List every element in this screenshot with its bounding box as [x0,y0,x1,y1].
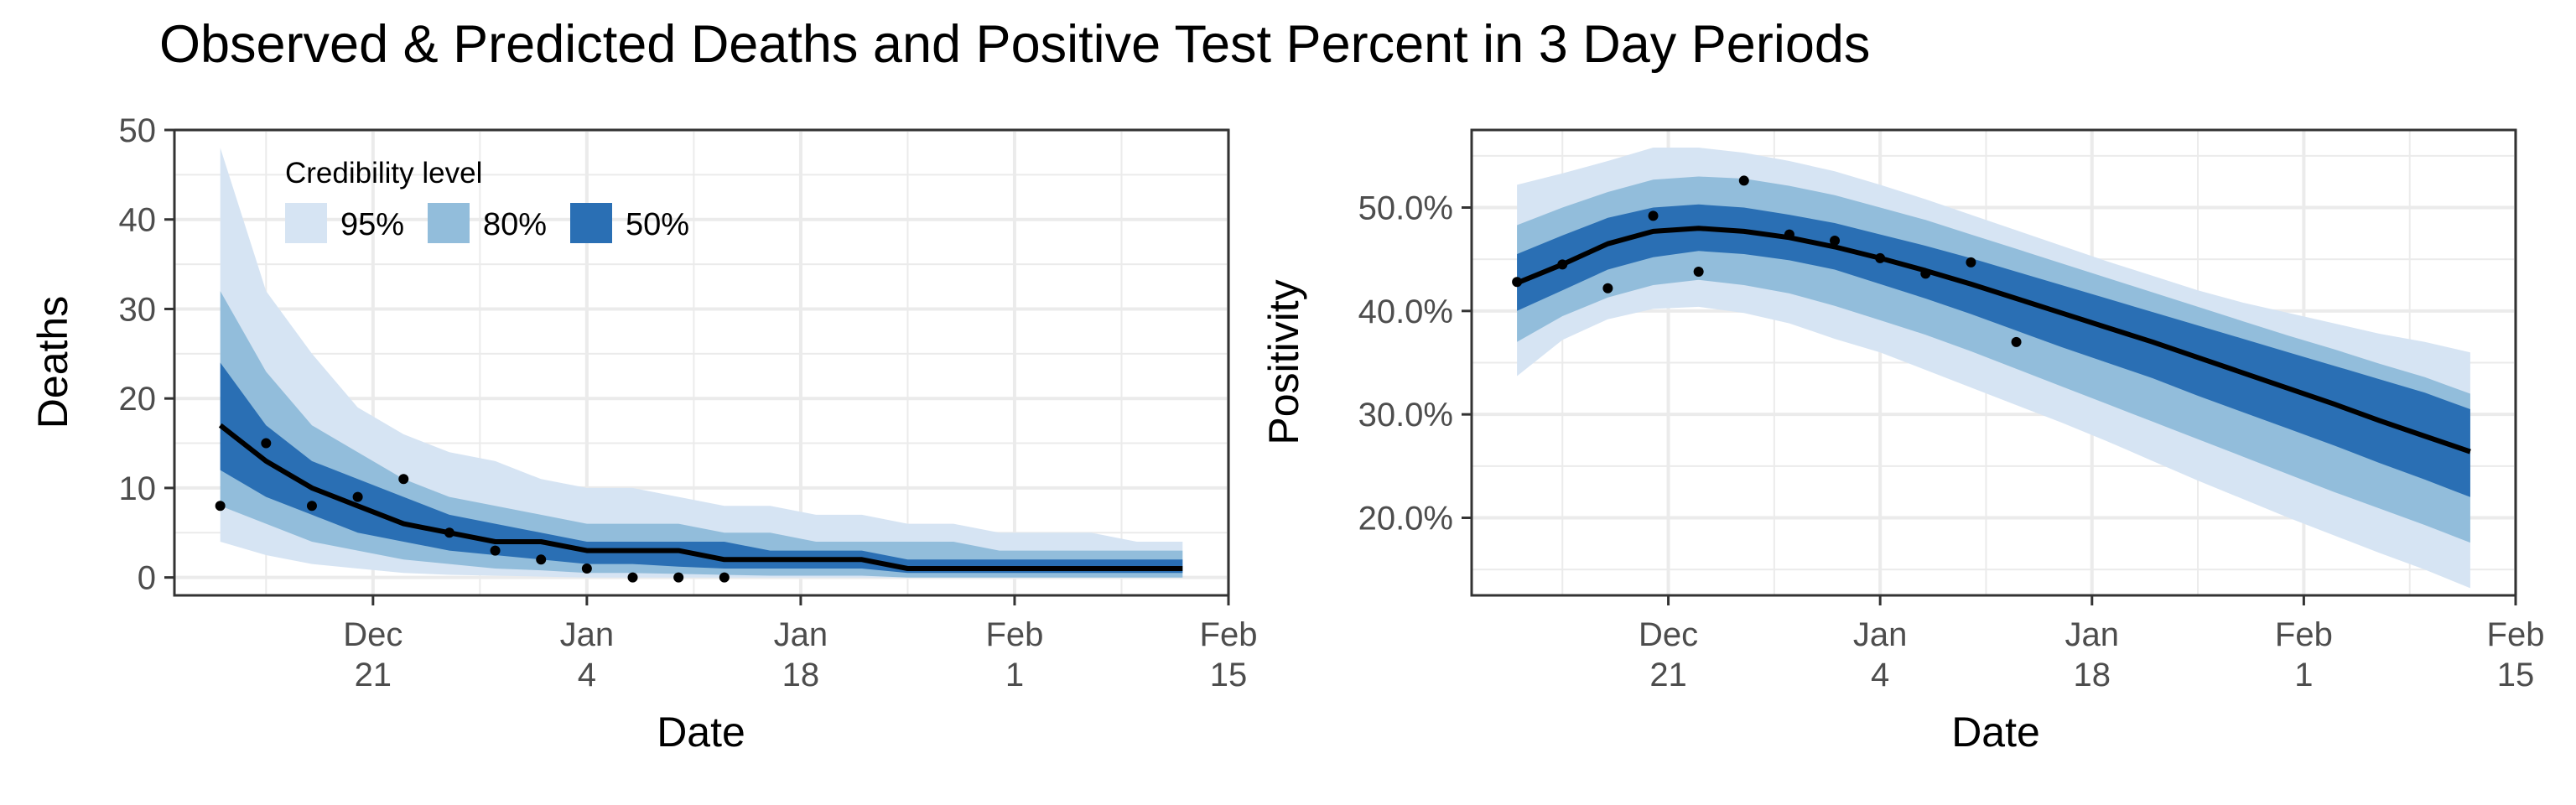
deaths-point [490,545,501,556]
x-tick-label-month: Jan [774,616,828,653]
x-tick-label-month: Feb [1200,616,1258,653]
chart-title: Observed & Predicted Deaths and Positive… [159,15,1870,74]
band-80 [220,291,1183,578]
positivity-median-line-group [1515,226,2471,454]
y-tick-label: 50.0% [1358,190,1453,227]
deaths-y-axis-title: Deaths [29,296,76,428]
credibility-legend: Credibility level 95% 80% 50% [285,157,689,243]
deaths-point [444,527,454,538]
y-tick-label: 30.0% [1358,397,1453,434]
legend-swatch-50 [570,203,612,243]
legend-label-80: 80% [483,207,547,242]
y-tick-label: 40.0% [1358,293,1453,330]
x-tick-label-month: Dec [343,616,402,653]
y-tick-label: 0 [138,560,156,597]
positivity-credibility-bands [1517,148,2470,589]
band-50 [220,362,1183,574]
y-tick-label: 50 [119,112,157,149]
positivity-point [1648,210,1659,221]
positivity-median-line [1515,226,2471,454]
x-tick-label-day: 18 [2074,657,2111,693]
positivity-point [1738,175,1749,186]
positivity-point [1693,266,1704,277]
y-tick-label: 30 [119,291,157,328]
positivity-panel: Dec 21 Jan 4 Jan 18 Feb 1 Feb 15 20.0% 30.0% 40.0% 50… [1260,128,2545,756]
positivity-x-axis-title: Date [1951,709,2040,756]
deaths-point [581,563,592,574]
positivity-y-axis-title: Positivity [1260,279,1307,444]
legend-swatch-80 [428,203,470,243]
positivity-point [2011,336,2022,347]
x-tick-label-day: 4 [1871,657,1889,693]
deaths-point [306,501,317,512]
deaths-point [627,572,638,583]
legend-title: Credibility level [285,157,482,190]
deaths-median-line [218,423,1183,571]
positivity-point [1920,268,1931,279]
deaths-median-line-group [218,423,1183,571]
legend-label-95: 95% [340,207,404,242]
y-tick-label: 10 [119,470,157,507]
x-tick-label-month: Jan [1853,616,1908,653]
band-80 [1517,176,2470,543]
deaths-observed-points [215,438,730,583]
deaths-panel: Dec 21 Jan 4 Jan 18 Feb 1 Feb 15 0 10 20 30 40 50 Death… [29,112,1257,756]
deaths-point [719,572,730,583]
positivity-point [1602,283,1613,293]
positivity-point [1512,277,1523,288]
positivity-panel-border [1470,128,2517,597]
positivity-axis-ticks: Dec 21 Jan 4 Jan 18 Feb 1 Feb 15 20.0% 30.0% 40.0% 50… [1358,190,2545,694]
x-tick-label-month: Feb [2487,616,2545,653]
x-tick-label-month: Jan [560,616,615,653]
positivity-observed-points [1512,175,2022,347]
deaths-point [261,438,272,449]
x-tick-label-day: 15 [1210,657,1248,693]
x-tick-label-month: Dec [1639,616,1698,653]
x-tick-label-month: Jan [2065,616,2120,653]
positivity-point [1830,235,1841,246]
deaths-panel-border [173,128,1230,597]
deaths-axis-ticks: Dec 21 Jan 4 Jan 18 Feb 1 Feb 15 0 10 20 30 40 50 [119,112,1258,693]
legend-label-50: 50% [626,207,689,242]
positivity-point [1784,229,1794,240]
band-50 [1517,204,2470,497]
y-tick-label: 20.0% [1358,501,1453,538]
x-tick-label-day: 21 [1649,657,1687,693]
x-tick-label-day: 1 [2294,657,2313,693]
deaths-point [352,491,363,502]
y-tick-label: 40 [119,202,157,239]
y-tick-label: 20 [119,381,157,418]
band-95 [220,148,1183,578]
positivity-point [1966,257,1976,267]
x-tick-label-day: 21 [355,657,392,693]
legend-swatch-95 [285,203,327,243]
deaths-credibility-bands [220,148,1183,578]
deaths-x-axis-title: Date [657,709,745,756]
deaths-point [398,474,409,485]
deaths-point [673,572,684,583]
x-tick-label-month: Feb [985,616,1043,653]
x-tick-label-day: 18 [782,657,820,693]
x-tick-label-month: Feb [2275,616,2333,653]
x-tick-label-day: 4 [578,657,596,693]
deaths-point [536,554,547,565]
deaths-point [215,501,226,512]
x-tick-label-day: 15 [2497,657,2535,693]
positivity-point [1557,259,1568,270]
x-tick-label-day: 1 [1005,657,1024,693]
positivity-point [1875,252,1886,263]
